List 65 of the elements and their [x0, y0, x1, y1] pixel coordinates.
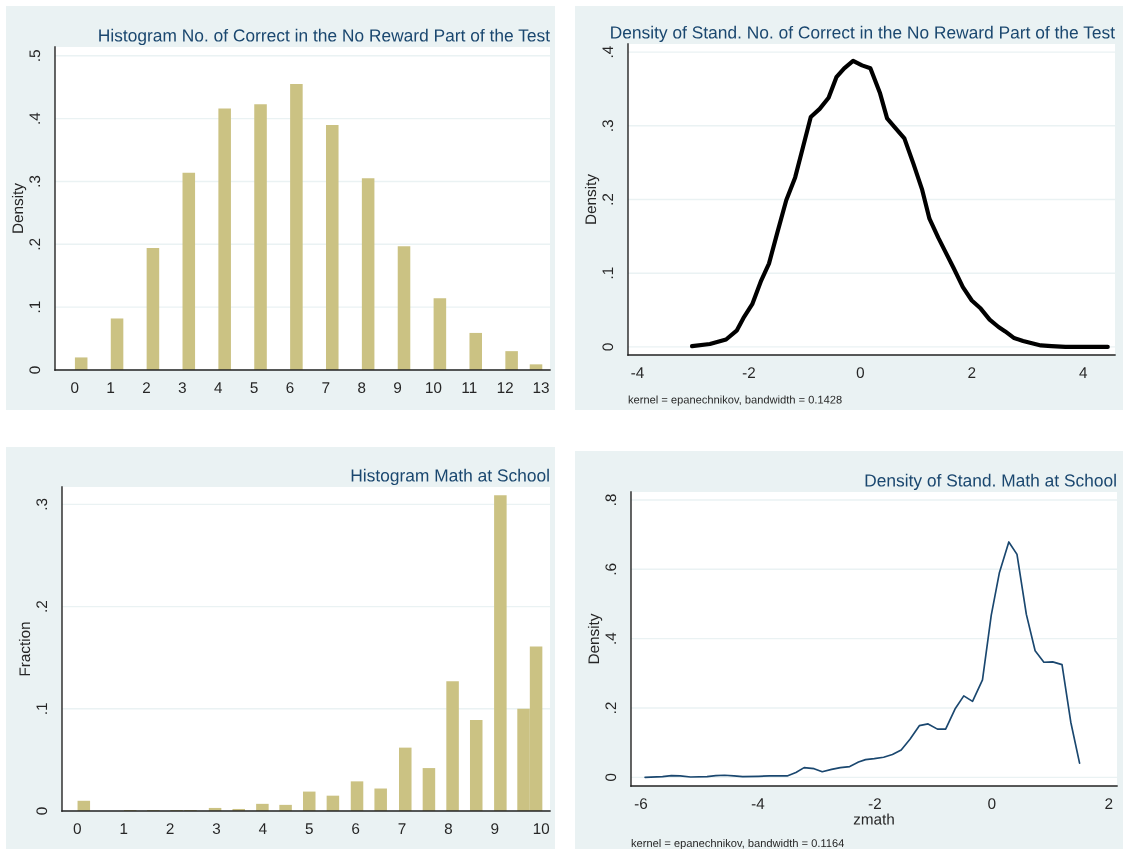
x-tick-label: 8	[444, 823, 452, 835]
y-tick-label: .2	[36, 600, 48, 612]
y-tick-label: .1	[36, 703, 48, 714]
x-tick-label: 5	[305, 823, 313, 835]
x-tick-label: 7	[322, 382, 330, 393]
x-tick-label: 6	[352, 823, 360, 835]
y-tick-label: .5	[29, 50, 41, 61]
y-axis-title: Density	[11, 183, 27, 233]
x-tick-label: 1	[120, 823, 128, 834]
y-tick-label: .8	[605, 494, 617, 505]
y-axis-title: Density	[587, 613, 603, 664]
y-tick-label: .2	[29, 238, 41, 250]
x-tick-label: 2	[968, 367, 976, 378]
x-tick-label: -2	[868, 798, 881, 809]
x-tick-label: -4	[751, 798, 765, 809]
y-tick-label: .4	[602, 46, 614, 58]
y-tick-label: 0	[36, 807, 48, 815]
x-tick-label: 4	[214, 382, 223, 393]
y-tick-label: .2	[605, 702, 617, 713]
y-tick-label: .1	[29, 301, 41, 313]
chart-title: Histogram No. of Correct in the No Reward Part of the Test	[99, 28, 550, 46]
x-tick-label: -2	[742, 367, 755, 378]
x-tick-label: 7	[398, 823, 406, 834]
x-tick-label: 6	[286, 382, 294, 394]
x-tick-label: -4	[631, 367, 644, 378]
y-tick-label: .3	[602, 120, 614, 131]
x-tick-label: 3	[212, 823, 221, 835]
x-tick-label: 0	[856, 367, 865, 379]
x-tick-label: 10	[533, 823, 550, 835]
x-tick-label: 5	[250, 382, 258, 394]
x-axis-title: zmath	[853, 813, 894, 825]
y-tick-label: .3	[29, 175, 41, 187]
x-tick-label: 13	[533, 382, 549, 394]
x-tick-label: 11	[462, 382, 477, 393]
x-tick-label: 9	[394, 382, 402, 394]
y-tick-label: .4	[29, 112, 41, 124]
x-tick-label: 0	[73, 823, 81, 835]
x-tick-label: 8	[358, 382, 366, 394]
x-tick-label: 0	[988, 798, 996, 810]
y-tick-label: .4	[605, 632, 617, 644]
x-tick-label: 10	[426, 382, 442, 394]
y-tick-label: 0	[605, 773, 617, 781]
x-tick-label: 4	[1079, 367, 1088, 378]
x-tick-label: 0	[71, 382, 79, 394]
y-axis-title: Density	[584, 174, 600, 224]
y-tick-label: .3	[36, 498, 48, 510]
text: kernel = epanechnikov, bandwidth = 0.1164	[631, 838, 845, 849]
x-tick-label: 2	[166, 823, 174, 834]
chart-title: Density of Stand. Math at School	[865, 473, 1116, 491]
y-axis-title: Fraction	[18, 622, 31, 676]
chart-title: Density of Stand. No. of Correct in the No Reward Part of the Test	[611, 25, 1115, 43]
x-tick-label: 1	[107, 382, 115, 393]
x-tick-label: 3	[178, 382, 186, 394]
y-tick-label: .6	[605, 563, 617, 575]
x-tick-label: 12	[497, 382, 513, 393]
x-tick-label: 9	[491, 823, 499, 835]
y-tick-label: .1	[602, 267, 614, 279]
y-tick-label: 0	[602, 343, 614, 351]
text: kernel = epanechnikov, bandwidth = 0.1428	[628, 395, 842, 406]
y-tick-label: .2	[602, 193, 614, 205]
chart-title: Histogram Math at School	[351, 468, 549, 486]
x-tick-label: 4	[258, 823, 267, 834]
x-tick-label: -6	[634, 798, 648, 810]
x-tick-label: 2	[1105, 798, 1113, 809]
x-tick-label: 2	[142, 382, 150, 393]
